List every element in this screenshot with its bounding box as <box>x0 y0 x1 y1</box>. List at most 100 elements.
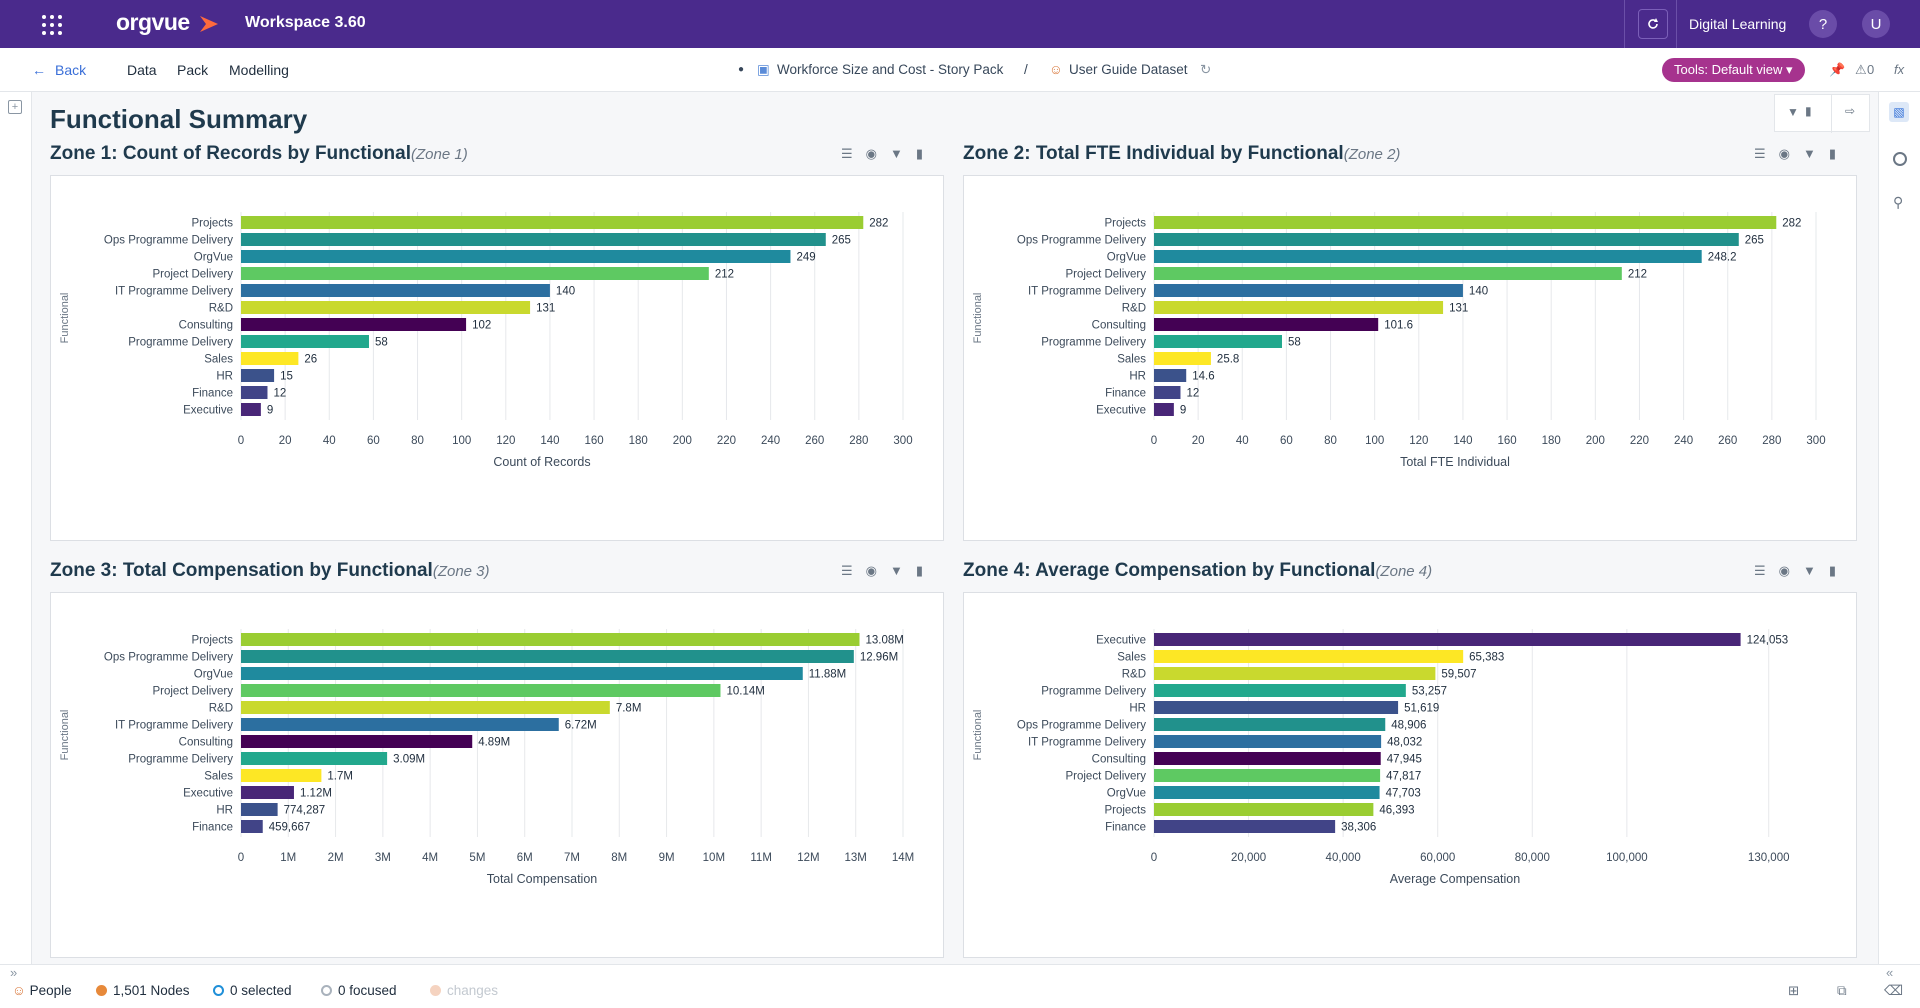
bar[interactable] <box>1154 216 1777 229</box>
people-item[interactable]: ☺ People <box>12 983 72 998</box>
bar[interactable] <box>241 735 473 748</box>
duplicate-icon[interactable]: ⧉ <box>1837 983 1847 998</box>
list-icon[interactable]: ☰ <box>1754 563 1766 578</box>
changes-item[interactable]: changes <box>430 983 498 998</box>
bar[interactable] <box>241 769 322 782</box>
bar[interactable] <box>1154 769 1381 782</box>
expand-panel-icon[interactable]: + <box>8 100 22 114</box>
copy-icon[interactable]: ▮ <box>915 146 924 161</box>
digital-learning-link[interactable]: Digital Learning <box>1689 16 1787 32</box>
sync-button[interactable] <box>1638 9 1668 39</box>
chart-panel-icon[interactable]: ▧ <box>1889 102 1909 122</box>
zone-4-chart[interactable]: 0 20,000 40,000 60,000 80,000 100,000 130,000 E… <box>964 593 1858 959</box>
bar[interactable] <box>1154 684 1406 697</box>
bar[interactable] <box>1154 718 1386 731</box>
bar[interactable] <box>1154 250 1702 263</box>
bar[interactable] <box>241 216 864 229</box>
bar[interactable] <box>1154 335 1282 348</box>
bar[interactable] <box>241 318 467 331</box>
search-icon[interactable]: ⚲ <box>1893 194 1904 210</box>
bar[interactable] <box>241 352 299 365</box>
bar[interactable] <box>241 786 294 799</box>
palette-icon[interactable]: ◉ <box>1778 146 1790 161</box>
list-icon[interactable]: ☰ <box>841 146 853 161</box>
bar[interactable] <box>1154 301 1444 314</box>
breadcrumb-dataset[interactable]: User Guide Dataset <box>1069 62 1188 77</box>
bar[interactable] <box>1154 803 1374 816</box>
app-launcher-icon[interactable] <box>40 13 64 37</box>
bar[interactable] <box>1154 403 1174 416</box>
list-icon[interactable]: ☰ <box>1754 146 1766 161</box>
filter-icon[interactable]: ▼ <box>890 563 903 578</box>
bar[interactable] <box>241 650 854 663</box>
bar[interactable] <box>241 403 261 416</box>
zone-2-chart[interactable]: 0 20 40 60 80 100 120 140 160 180 200 220 240 260 280 3… <box>964 176 1858 542</box>
selected-item[interactable]: 0 selected <box>213 983 292 998</box>
breadcrumb-story-pack[interactable]: Workforce Size and Cost - Story Pack <box>777 62 1004 77</box>
copy-icon[interactable]: ▮ <box>1828 563 1837 578</box>
switch-dataset-icon[interactable]: ↻ <box>1200 62 1212 77</box>
bar[interactable] <box>241 718 559 731</box>
bar[interactable] <box>241 633 860 646</box>
zone-1-chart[interactable]: 0 20 40 60 80 100 120 140 160 180 200 220 240 260 280 3… <box>51 176 945 542</box>
bar[interactable] <box>241 820 263 833</box>
bar[interactable] <box>241 250 791 263</box>
help-button[interactable]: ? <box>1809 10 1837 38</box>
palette-icon[interactable]: ◉ <box>1778 563 1790 578</box>
back-button[interactable]: Back <box>55 62 87 78</box>
bar[interactable] <box>1154 786 1380 799</box>
export-icon[interactable]: ⇨ <box>1845 104 1856 118</box>
bar[interactable] <box>1154 820 1336 833</box>
bar[interactable] <box>241 803 278 816</box>
menu-pack[interactable]: Pack <box>177 62 209 78</box>
bar[interactable] <box>1154 735 1382 748</box>
user-avatar[interactable]: U <box>1862 10 1890 38</box>
bar[interactable] <box>241 701 610 714</box>
filter-icon[interactable]: ▼ <box>1803 146 1816 161</box>
expand-right-icon[interactable]: » <box>10 965 18 980</box>
bar[interactable] <box>1154 633 1741 646</box>
copy-icon[interactable]: ▮ <box>915 563 924 578</box>
bar[interactable] <box>1154 233 1739 246</box>
menu-modelling[interactable]: Modelling <box>229 62 289 78</box>
copy-icon[interactable]: ▮ <box>1805 104 1812 118</box>
bar[interactable] <box>241 752 388 765</box>
formula-icon[interactable]: fx <box>1894 62 1905 77</box>
bar[interactable] <box>1154 318 1379 331</box>
focused-item[interactable]: 0 focused <box>321 983 397 998</box>
palette-icon[interactable]: ◉ <box>865 146 877 161</box>
bar[interactable] <box>241 301 531 314</box>
bar[interactable] <box>241 267 709 280</box>
tools-view-dropdown[interactable]: Tools: Default view ▾ <box>1662 58 1805 82</box>
filter-icon[interactable]: ▼ <box>1787 105 1799 119</box>
bar[interactable] <box>241 369 275 382</box>
bar[interactable] <box>241 233 826 246</box>
bar[interactable] <box>1154 650 1464 663</box>
zone-3-chart[interactable]: 0 1M 2M 3M 4M 5M 6M 7M 8M 9M 10M 11M 12M 13M 14M Projec… <box>51 593 945 959</box>
bar[interactable] <box>1154 752 1381 765</box>
bar[interactable] <box>1154 369 1187 382</box>
bar[interactable] <box>1154 284 1463 297</box>
filter-icon[interactable]: ▼ <box>890 146 903 161</box>
filter-icon[interactable]: ▼ <box>1803 563 1816 578</box>
bar[interactable] <box>1154 386 1181 399</box>
bar[interactable] <box>1154 701 1399 714</box>
bar[interactable] <box>241 335 369 348</box>
menu-data[interactable]: Data <box>127 62 157 78</box>
bar[interactable] <box>241 684 721 697</box>
bar[interactable] <box>241 386 268 399</box>
pin-icon[interactable]: 📌 <box>1829 62 1846 77</box>
bar[interactable] <box>1154 267 1622 280</box>
list-icon[interactable]: ☰ <box>841 563 853 578</box>
alert-icon[interactable]: ⚠ <box>1855 62 1867 77</box>
bar[interactable] <box>1154 667 1436 680</box>
back-arrow-icon[interactable]: ← <box>32 62 46 78</box>
trash-icon[interactable]: ⌫ <box>1884 983 1904 998</box>
settings-icon[interactable] <box>1893 152 1907 166</box>
palette-icon[interactable]: ◉ <box>865 563 877 578</box>
add-icon[interactable]: ⊞ <box>1788 983 1800 998</box>
bar[interactable] <box>241 284 550 297</box>
bar[interactable] <box>1154 352 1211 365</box>
collapse-left-icon[interactable]: « <box>1886 965 1894 980</box>
app-logo[interactable]: orgvue <box>116 9 190 35</box>
